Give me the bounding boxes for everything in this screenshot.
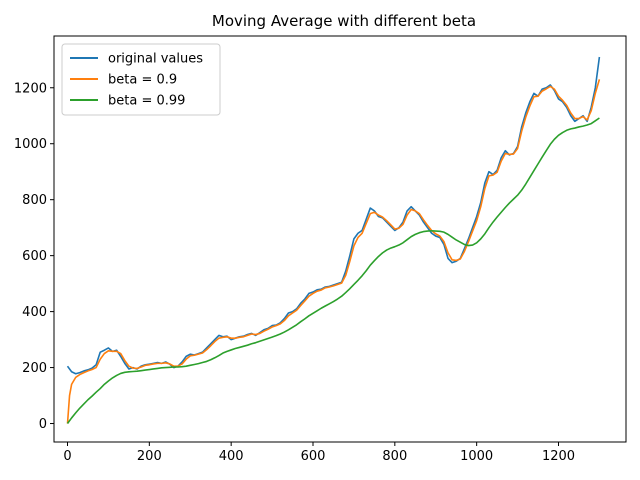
x-tick-label: 1200 [542, 449, 575, 464]
x-axis: 0 200 400 600 800 1000 1200 [63, 442, 575, 464]
legend-label: original values [108, 52, 203, 67]
series-line-2 [66, 117, 600, 425]
chart-title: Moving Average with different beta [212, 12, 476, 30]
y-tick-label: 200 [22, 361, 47, 376]
legend-box [61, 43, 221, 116]
plot-lines [66, 56, 601, 425]
x-tick-label: 600 [301, 449, 326, 464]
x-tick-label: 0 [63, 449, 71, 464]
legend: original values beta = 0.9 beta = 0.99 [61, 43, 221, 116]
x-tick-label: 1000 [460, 449, 493, 464]
series-line-1 [66, 79, 601, 424]
y-tick-label: 1000 [14, 137, 47, 152]
y-tick-label: 400 [22, 305, 47, 320]
axes-frame [53, 35, 627, 443]
y-tick-label: 1200 [14, 81, 47, 96]
x-tick-label: 200 [137, 449, 162, 464]
x-tick-label: 400 [219, 449, 244, 464]
y-axis: 0 200 400 600 800 1000 1200 [14, 81, 54, 432]
legend-label: beta = 0.9 [108, 73, 177, 88]
x-tick-label: 800 [382, 449, 407, 464]
y-tick-label: 600 [22, 249, 47, 264]
legend-label: beta = 0.99 [108, 94, 185, 109]
y-tick-label: 800 [22, 193, 47, 208]
y-tick-label: 0 [39, 417, 47, 432]
